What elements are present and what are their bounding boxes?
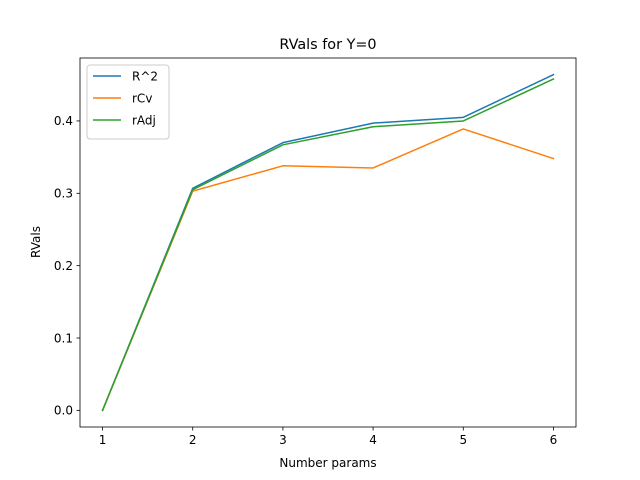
legend-label: R^2 bbox=[132, 70, 158, 84]
y-tick-label: 0.0 bbox=[54, 404, 73, 418]
plot-frame bbox=[79, 57, 577, 428]
legend-label: rCv bbox=[132, 92, 152, 106]
y-axis-label: RVals bbox=[29, 226, 43, 258]
y-tick-label: 0.2 bbox=[54, 259, 73, 273]
x-tick-label: 6 bbox=[550, 433, 558, 447]
x-tick-label: 2 bbox=[189, 433, 197, 447]
legend-label: rAdj bbox=[132, 114, 156, 128]
x-tick-label: 1 bbox=[99, 433, 107, 447]
series-line-radj bbox=[101, 77, 555, 412]
x-axis-label: Number params bbox=[279, 456, 376, 470]
x-tick-label: 3 bbox=[279, 433, 287, 447]
legend: R^2 rCv rAdj bbox=[86, 64, 170, 140]
x-axis: 1 2 3 4 5 6 bbox=[99, 427, 558, 447]
x-tick-label: 4 bbox=[369, 433, 377, 447]
chart-title: RVals for Y=0 bbox=[279, 37, 376, 53]
x-tick-label: 5 bbox=[459, 433, 467, 447]
y-tick-label: 0.3 bbox=[54, 187, 73, 201]
series-lines bbox=[101, 73, 555, 412]
y-tick-label: 0.1 bbox=[54, 331, 73, 345]
y-tick-label: 0.4 bbox=[54, 114, 73, 128]
y-axis: 0.0 0.1 0.2 0.3 0.4 bbox=[54, 114, 80, 418]
